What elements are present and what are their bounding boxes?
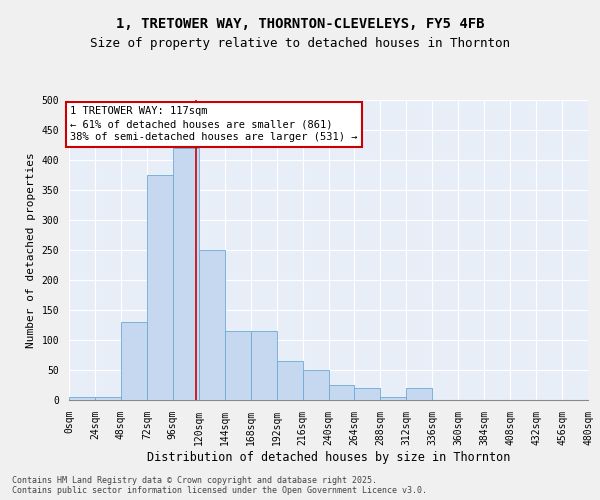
Bar <box>329 385 355 400</box>
Text: 1 TRETOWER WAY: 117sqm
← 61% of detached houses are smaller (861)
38% of semi-de: 1 TRETOWER WAY: 117sqm ← 61% of detached… <box>70 106 358 142</box>
Text: Contains HM Land Registry data © Crown copyright and database right 2025.
Contai: Contains HM Land Registry data © Crown c… <box>12 476 427 495</box>
Bar <box>380 397 406 400</box>
Bar <box>69 397 95 400</box>
Bar <box>251 331 277 400</box>
Bar <box>302 370 329 400</box>
Text: Size of property relative to detached houses in Thornton: Size of property relative to detached ho… <box>90 38 510 51</box>
Bar <box>225 331 251 400</box>
Bar <box>355 388 380 400</box>
Bar <box>147 175 173 400</box>
Bar <box>199 250 224 400</box>
Bar <box>277 361 302 400</box>
Bar <box>406 388 432 400</box>
Bar <box>95 397 121 400</box>
Bar <box>173 148 199 400</box>
X-axis label: Distribution of detached houses by size in Thornton: Distribution of detached houses by size … <box>147 450 510 464</box>
Bar <box>121 322 147 400</box>
Text: 1, TRETOWER WAY, THORNTON-CLEVELEYS, FY5 4FB: 1, TRETOWER WAY, THORNTON-CLEVELEYS, FY5… <box>116 18 484 32</box>
Y-axis label: Number of detached properties: Number of detached properties <box>26 152 36 348</box>
